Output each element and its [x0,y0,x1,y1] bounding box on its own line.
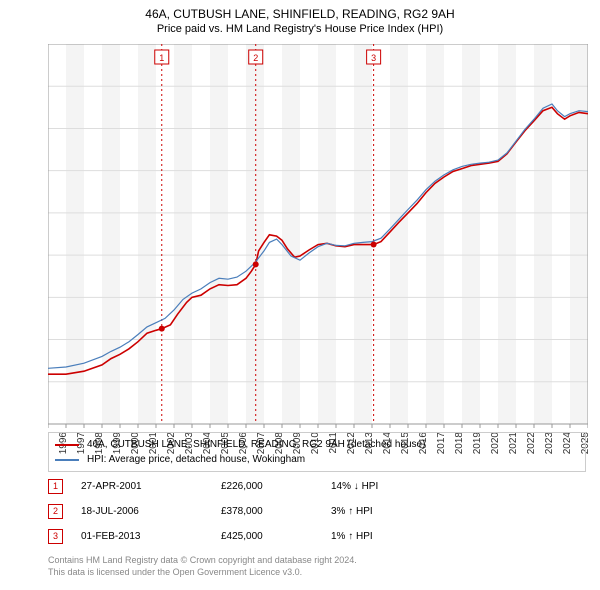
footnote-line: Contains HM Land Registry data © Crown c… [48,554,357,566]
event-hpi: 1% ↑ HPI [331,531,586,542]
event-date: 27-APR-2001 [81,481,221,492]
legend-item: 46A, CUTBUSH LANE, SHINFIELD, READING, R… [55,437,579,452]
legend-label: HPI: Average price, detached house, Woki… [87,452,305,467]
event-date: 18-JUL-2006 [81,506,221,517]
chart-container: 46A, CUTBUSH LANE, SHINFIELD, READING, R… [0,0,600,590]
footnote: Contains HM Land Registry data © Crown c… [48,554,357,578]
chart-title: 46A, CUTBUSH LANE, SHINFIELD, READING, R… [0,0,600,23]
svg-text:1: 1 [159,53,164,63]
event-marker: 1 [48,479,63,494]
event-hpi: 14% ↓ HPI [331,481,586,492]
legend-item: HPI: Average price, detached house, Woki… [55,452,579,467]
event-hpi: 3% ↑ HPI [331,506,586,517]
event-price: £425,000 [221,531,331,542]
event-date: 01-FEB-2013 [81,531,221,542]
legend-swatch [55,444,79,446]
event-price: £378,000 [221,506,331,517]
chart-subtitle: Price paid vs. HM Land Registry's House … [0,23,600,35]
event-row: 3 01-FEB-2013£425,0001% ↑ HPI [48,524,586,549]
plot-area: £0£100K£200K£300K£400K£500K£600K£700K£80… [48,44,588,424]
event-marker: 2 [48,504,63,519]
svg-text:3: 3 [371,53,376,63]
event-marker: 3 [48,529,63,544]
legend: 46A, CUTBUSH LANE, SHINFIELD, READING, R… [48,432,586,472]
svg-text:2: 2 [253,53,258,63]
chart-svg: £0£100K£200K£300K£400K£500K£600K£700K£80… [48,44,588,454]
legend-label: 46A, CUTBUSH LANE, SHINFIELD, READING, R… [87,437,425,452]
legend-swatch [55,459,79,461]
footnote-line: This data is licensed under the Open Gov… [48,566,357,578]
event-price: £226,000 [221,481,331,492]
event-row: 1 27-APR-2001£226,00014% ↓ HPI [48,474,586,499]
events-table: 1 27-APR-2001£226,00014% ↓ HPI 2 18-JUL-200… [48,474,586,549]
event-row: 2 18-JUL-2006£378,0003% ↑ HPI [48,499,586,524]
